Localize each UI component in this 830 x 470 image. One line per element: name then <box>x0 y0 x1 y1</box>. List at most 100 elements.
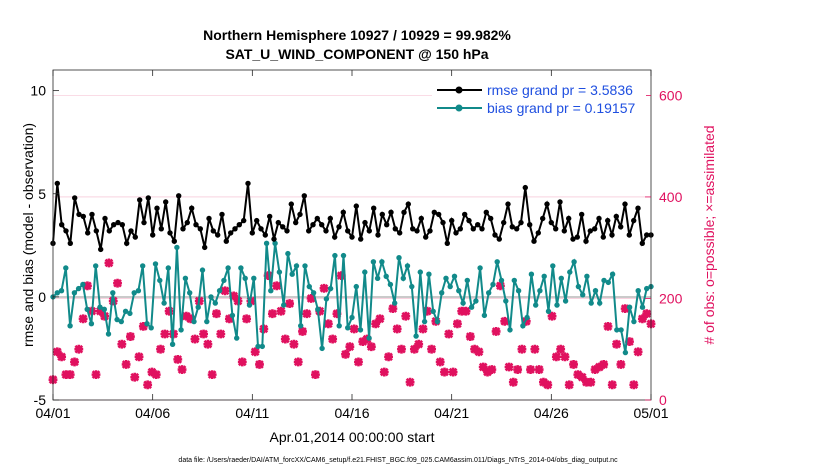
assimilated-marker <box>181 311 191 321</box>
rmse-point <box>323 228 329 234</box>
bias-point <box>498 277 505 284</box>
bias-line <box>52 243 652 353</box>
bias-point <box>413 333 419 339</box>
assimilated-marker <box>564 380 574 390</box>
assimilated-marker <box>392 324 402 334</box>
y2-axis-label: # of obs: o=possible; ×=assimilated <box>701 125 717 344</box>
rmse-point <box>163 199 169 205</box>
rmse-point <box>267 213 273 220</box>
rmse-point <box>479 226 485 232</box>
rmse-point <box>245 180 251 187</box>
rmse-point <box>544 201 550 207</box>
bias-point <box>554 302 560 308</box>
assimilated-marker <box>203 339 213 349</box>
x-tick-label: 04/21 <box>434 405 469 421</box>
bias-point <box>131 290 137 296</box>
rmse-point <box>249 230 255 236</box>
rmse-point <box>210 228 216 234</box>
bias-point <box>212 300 218 306</box>
assimilated-marker <box>569 360 578 369</box>
rmse-point <box>362 219 368 226</box>
assimilated-marker <box>444 329 454 339</box>
rmse-point <box>384 222 390 228</box>
rmse-point <box>388 209 394 215</box>
assimilated-marker <box>74 344 84 354</box>
rmse-point <box>63 228 69 234</box>
bias-point <box>323 296 330 302</box>
rmse-point <box>553 226 559 232</box>
x-tick-label: 04/06 <box>135 405 170 421</box>
bias-point <box>118 318 125 325</box>
rmse-point <box>522 184 528 191</box>
assimilated-marker <box>302 309 312 319</box>
bias-point <box>400 275 406 281</box>
rmse-point <box>414 228 420 234</box>
chart-title: Northern Hemisphere 10927 / 10929 = 99.9… <box>203 27 511 43</box>
assimilated-marker <box>143 380 153 390</box>
assimilated-marker <box>448 367 458 377</box>
bias-point <box>353 283 359 290</box>
assimilated-marker <box>366 342 376 352</box>
bias-point <box>366 335 372 341</box>
rmse-point <box>475 222 481 228</box>
rmse-point <box>158 226 164 232</box>
rmse-point <box>596 215 602 222</box>
assimilated-marker <box>267 309 277 319</box>
x-tick-label: 04/11 <box>235 405 269 421</box>
assimilated-marker <box>543 380 553 390</box>
assimilated-marker <box>371 319 381 329</box>
footnote: data file: /Users/raeder/DAI/ATM_forcXX/… <box>178 457 618 464</box>
bias-point <box>426 271 432 277</box>
y-tick-label: 10 <box>30 83 46 99</box>
assimilated-marker <box>401 311 411 321</box>
bias-point <box>626 304 633 310</box>
rmse-point <box>505 201 511 207</box>
rmse-point <box>444 240 450 246</box>
bias-point <box>584 273 590 279</box>
rmse-point <box>275 219 281 226</box>
bias-point <box>225 265 231 271</box>
bias-point <box>486 290 492 296</box>
bias-point <box>417 269 423 275</box>
bias-point <box>545 308 552 314</box>
y2-tick-label: 200 <box>659 290 683 306</box>
bias-point <box>105 331 112 337</box>
x-tick-label: 04/01 <box>35 405 70 421</box>
rmse-point <box>587 228 593 234</box>
bias-point <box>383 273 389 279</box>
bias-point <box>597 300 603 306</box>
bias-point <box>251 275 257 281</box>
legend: rmse grand pr = 3.5836 bias grand pr = 0… <box>432 78 646 123</box>
bias-point <box>396 255 402 261</box>
assimilated-marker <box>242 314 252 324</box>
bias-point <box>537 288 543 294</box>
rmse-point <box>254 217 260 224</box>
rmse-point <box>353 203 359 209</box>
rmse-point <box>635 205 641 211</box>
assimilated-marker <box>224 314 234 324</box>
rmse-point <box>436 211 442 218</box>
bias-point <box>473 298 479 304</box>
bias-point <box>409 283 415 290</box>
rmse-point <box>600 234 606 240</box>
bias-point <box>430 308 436 314</box>
bias-point <box>580 292 586 298</box>
rmse-point <box>115 219 121 226</box>
legend-marker-bias <box>455 104 463 112</box>
rmse-point <box>301 193 307 199</box>
rmse-point <box>306 228 312 234</box>
rmse-point <box>358 236 364 242</box>
rmse-point <box>609 232 615 238</box>
assimilated-marker <box>616 360 626 369</box>
assimilated-marker <box>478 362 488 372</box>
legend-label-rmse: rmse grand pr = 3.5836 <box>487 82 633 98</box>
assimilated-marker <box>113 278 122 288</box>
y2-tick-label: 400 <box>659 189 683 205</box>
assimilated-marker <box>483 367 492 377</box>
assimilated-marker <box>577 372 587 382</box>
assimilated-marker <box>177 365 187 374</box>
rmse-point <box>631 217 637 224</box>
rmse-point <box>392 226 398 232</box>
rmse-point <box>193 222 199 228</box>
